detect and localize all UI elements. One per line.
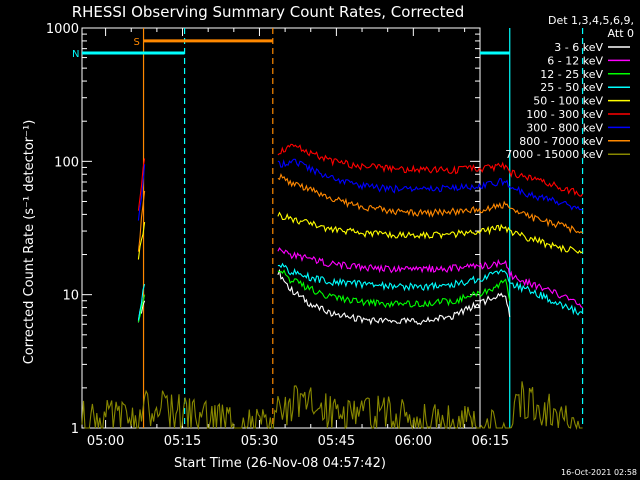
x-tick-label: 05:00	[87, 434, 124, 449]
axis-ticks	[82, 27, 480, 429]
series-lines	[81, 143, 584, 431]
x-tick-label: 06:00	[395, 434, 432, 449]
series-line	[137, 158, 146, 211]
legend-header-line-1: Det 1,3,4,5,6,9,	[548, 14, 634, 27]
legend-label: 3 - 6 keV	[554, 41, 603, 54]
y-tick-label: 1	[71, 422, 79, 437]
series-line	[277, 143, 584, 197]
series-line	[277, 268, 511, 326]
series-line	[81, 381, 583, 431]
series-line	[277, 211, 583, 254]
series-line	[137, 190, 146, 252]
series-line	[277, 172, 583, 234]
x-tick-label: 06:15	[472, 434, 509, 449]
series-line	[137, 164, 146, 221]
y-tick-labels: 1 10 100 1000	[46, 22, 79, 437]
vertical-markers	[142, 28, 584, 428]
footer-timestamp: 16-Oct-2021 02:58	[561, 468, 637, 477]
y-tick-label: 10	[62, 289, 79, 304]
legend-label: 300 - 800 keV	[526, 121, 603, 134]
series-line	[277, 247, 583, 309]
state-bar-label: N	[72, 49, 79, 60]
series-line	[137, 294, 146, 323]
series-line	[277, 158, 583, 211]
series-line	[137, 283, 146, 321]
y-axis-label: Corrected Count Rate (s⁻¹ detector⁻¹)	[22, 120, 37, 365]
series-line	[277, 262, 583, 316]
legend-label: 6 - 12 keV	[547, 54, 603, 67]
series-line	[277, 269, 511, 309]
y-tick-label: 100	[54, 155, 79, 170]
x-axis-label: Start Time (26-Nov-08 04:57:42)	[174, 456, 386, 471]
plot-frame	[81, 27, 481, 429]
series-line	[137, 222, 146, 260]
legend-header-line-2: Att 0	[608, 27, 634, 40]
chart-title: RHESSI Observing Summary Count Rates, Co…	[72, 3, 465, 21]
x-tick-label: 05:15	[164, 434, 201, 449]
state-bar-label: S	[134, 37, 140, 48]
legend-label: 25 - 50 keV	[540, 81, 603, 94]
x-tick-labels: 05:00 05:15 05:30 05:45 06:00 06:15	[87, 434, 509, 449]
x-tick-label: 05:30	[241, 434, 278, 449]
legend-label: 800 - 7000 keV	[519, 135, 603, 148]
legend-label: 50 - 100 keV	[533, 95, 603, 108]
legend-label: 12 - 25 keV	[540, 68, 603, 81]
legend-label: 100 - 300 keV	[526, 108, 603, 121]
x-tick-label: 05:45	[318, 434, 355, 449]
y-tick-label: 1000	[46, 22, 79, 37]
state-bars: SN	[72, 37, 510, 60]
plot-border	[81, 27, 481, 429]
legend-label: 7000 - 15000 keV	[505, 148, 603, 161]
